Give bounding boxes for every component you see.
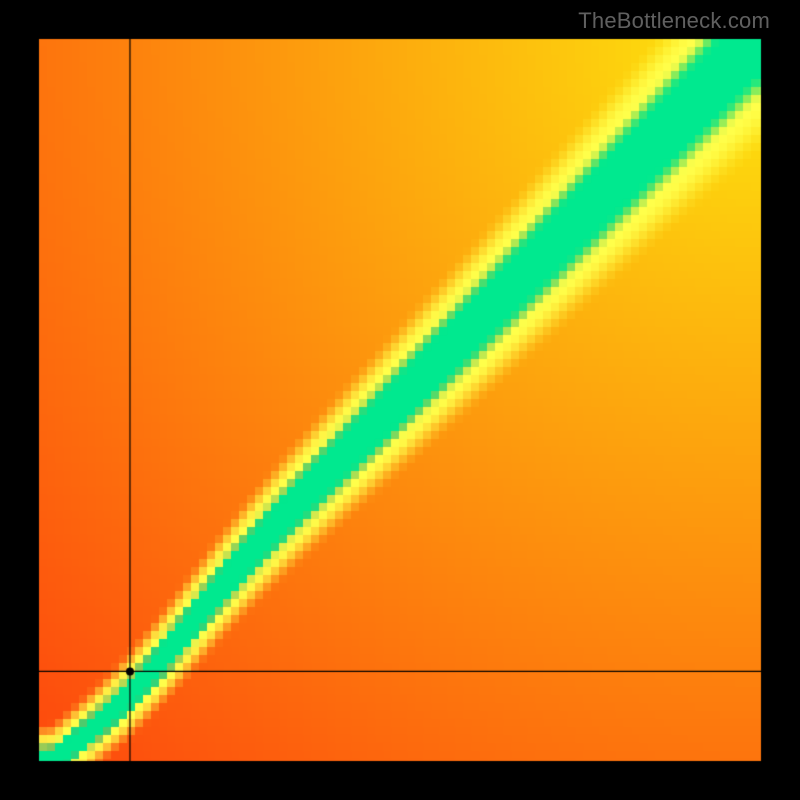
watermark-text: TheBottleneck.com xyxy=(578,8,770,34)
chart-container: TheBottleneck.com xyxy=(0,0,800,800)
bottleneck-heatmap xyxy=(0,0,800,800)
